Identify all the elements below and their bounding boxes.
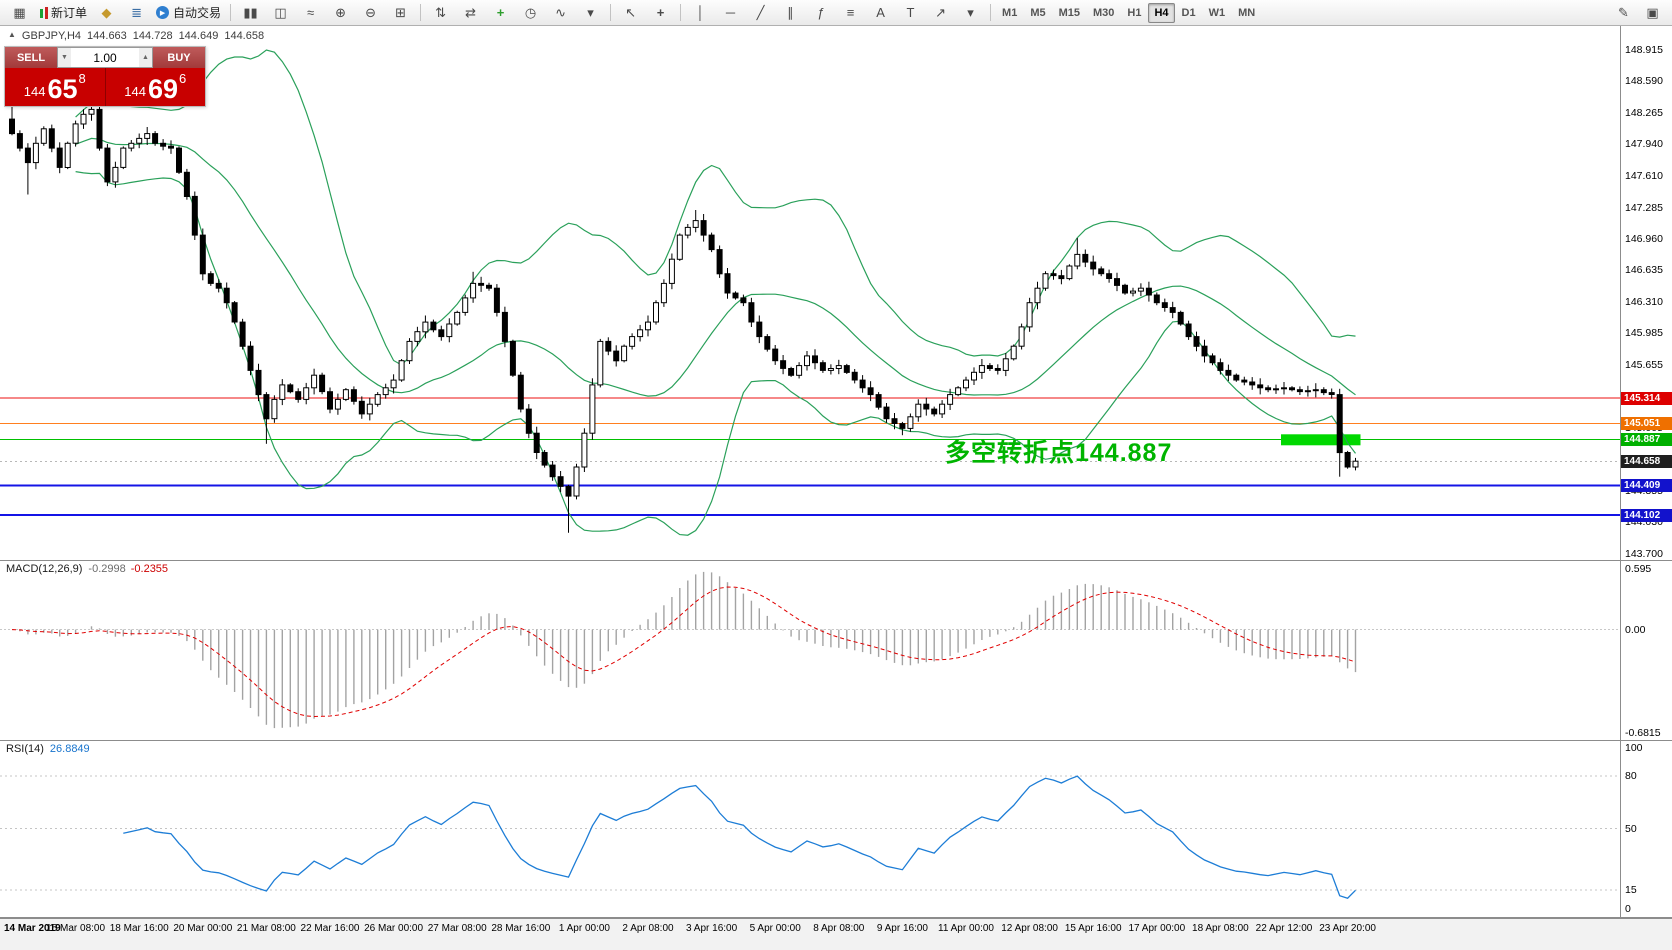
pencil-icon[interactable]: ✎ (1618, 4, 1629, 20)
rsi-label: RSI(14) 26.8849 (6, 743, 90, 755)
order-candles-icon (39, 6, 49, 20)
time-axis-label: 27 Mar 08:00 (427, 923, 487, 934)
toolbar-separator (420, 4, 422, 21)
time-axis-label: 21 Mar 08:00 (236, 923, 296, 934)
time-axis-label: 14 Mar 2019 (4, 923, 61, 934)
indicators-list-icon[interactable]: ∿ (555, 4, 566, 20)
tile-windows-icon[interactable]: ⊞ (395, 4, 406, 20)
cursor-icon[interactable]: ↖ (625, 4, 636, 20)
toolbar-separator (680, 4, 682, 21)
time-axis-label: 22 Mar 16:00 (300, 923, 360, 934)
time-axis-label: 15 Mar 08:00 (46, 923, 106, 934)
chart-annotation: 多空转折点144.887 (945, 439, 1173, 467)
chart-shift-icon[interactable]: ⇄ (465, 4, 476, 20)
period-clock-icon[interactable]: ◷ (524, 4, 537, 20)
timeframe-button-m1[interactable]: M1 (1002, 6, 1018, 19)
time-axis-label: 23 Apr 20:00 (1319, 923, 1376, 934)
time-axis-label: 22 Apr 12:00 (1255, 923, 1313, 934)
volume-increase-button[interactable]: ▲ (139, 48, 152, 67)
zoom-in-icon[interactable]: ⊕ (335, 4, 346, 20)
ohlc-low: 144.649 (178, 30, 219, 42)
autotrading-label: 自动交易 (173, 6, 222, 20)
time-axis-label: 9 Apr 16:00 (876, 923, 928, 934)
fibonacci-tool-icon[interactable]: ƒ (816, 5, 825, 20)
time-axis[interactable]: 14 Mar 2019 15 Mar 08:00 18 Mar 16:00 20 Ma… (0, 918, 1672, 950)
channel-tool-icon[interactable]: ∥ (787, 4, 794, 20)
line-styles-icon[interactable]: ≡ (846, 5, 855, 20)
ohlc-close: 144.658 (224, 30, 265, 42)
window-layout-icon[interactable]: ▣ (1646, 4, 1659, 20)
bar-chart-icon[interactable]: ▮▮ (243, 4, 258, 20)
sell-button[interactable]: SELL (5, 47, 57, 68)
autotrading-button[interactable]: ▶ 自动交易 (152, 2, 225, 24)
new-chart-icon[interactable]: ▦ (13, 4, 26, 20)
add-indicator-icon[interactable]: + (496, 5, 505, 20)
time-axis-label: 17 Apr 00:00 (1128, 923, 1186, 934)
zoom-out-icon[interactable]: ⊖ (365, 4, 376, 20)
timeframe-button-m5[interactable]: M5 (1030, 6, 1046, 19)
trendline-tool-icon[interactable]: ╱ (756, 4, 765, 20)
time-axis-label: 26 Mar 00:00 (364, 923, 424, 934)
candlestick-chart-icon[interactable]: ◫ (274, 4, 287, 20)
new-order-button[interactable]: 新订单 (35, 2, 91, 24)
volume-control: ▼ 1.00 ▲ (57, 47, 153, 68)
toolbar-separator (230, 4, 232, 21)
timeframe-button-d1[interactable]: D1 (1181, 6, 1196, 19)
sell-price-display[interactable]: 144 65 8 (23, 71, 86, 104)
volume-input[interactable]: 1.00 (93, 50, 117, 65)
templates-dropdown-icon[interactable]: ▾ (587, 4, 594, 20)
text-tool-icon[interactable]: A (876, 5, 885, 20)
time-axis-label: 2 Apr 08:00 (622, 923, 674, 934)
arrow-tool-icon[interactable]: ↗ (935, 4, 946, 20)
buy-price-display[interactable]: 144 69 6 (124, 71, 187, 104)
time-axis-label: 18 Mar 16:00 (109, 923, 169, 934)
symbol-ohlc-line: ▲ GBPJPY,H4 144.663 144.728 144.649 144.… (8, 30, 264, 42)
macd-label: MACD(12,26,9) -0.2998 -0.2355 (6, 563, 169, 575)
one-click-trading-panel: SELL ▼ 1.00 ▲ BUY 144 65 8 144 69 6 (4, 46, 206, 107)
market-watch-icon[interactable]: ≣ (131, 4, 142, 20)
price-divider (104, 68, 106, 106)
autotrading-play-icon: ▶ (156, 6, 170, 19)
time-axis-label: 8 Apr 08:00 (813, 923, 865, 934)
ohlc-high: 144.728 (132, 30, 173, 42)
timeframe-button-h4[interactable]: H4 (1148, 2, 1175, 23)
time-axis-label: 11 Apr 00:00 (938, 923, 994, 934)
ohlc-open: 144.663 (87, 30, 127, 42)
buy-button[interactable]: BUY (153, 47, 205, 68)
vertical-line-tool-icon[interactable]: │ (696, 5, 705, 20)
line-chart-icon[interactable]: ≈ (306, 5, 315, 20)
symbol-label: GBPJPY,H4 (21, 30, 82, 42)
timeframe-group: M1 M5 M15 M30 H1 H4 D1 W1 MN (996, 2, 1261, 23)
timeframe-button-m15[interactable]: M15 (1058, 6, 1080, 19)
time-axis-label: 12 Apr 08:00 (1001, 923, 1058, 934)
one-click-collapse-arrow[interactable]: ▲ (8, 30, 16, 39)
timeframe-button-mn[interactable]: MN (1238, 6, 1256, 19)
time-axis-label: 15 Apr 16:00 (1064, 923, 1122, 934)
timeframe-button-m30[interactable]: M30 (1093, 6, 1115, 19)
shapes-dropdown-icon[interactable]: ▾ (967, 4, 974, 20)
new-order-label: 新订单 (51, 6, 88, 20)
text-label-tool-icon[interactable]: T (906, 5, 915, 20)
time-axis-label: 18 Apr 08:00 (1192, 923, 1249, 934)
volume-decrease-button[interactable]: ▼ (58, 48, 71, 67)
toolbar-separator (990, 4, 992, 21)
timeframe-button-h1[interactable]: H1 (1127, 6, 1142, 19)
time-axis-label: 28 Mar 16:00 (491, 923, 551, 934)
time-axis-label: 5 Apr 00:00 (749, 923, 801, 934)
toolbar-separator (610, 4, 612, 21)
timeframe-button-w1[interactable]: W1 (1208, 6, 1226, 19)
profiles-icon[interactable]: ◆ (101, 4, 112, 20)
time-axis-label: 20 Mar 00:00 (173, 923, 233, 934)
time-axis-label: 1 Apr 00:00 (558, 923, 610, 934)
crosshair-icon[interactable]: + (656, 5, 665, 20)
time-axis-label: 3 Apr 16:00 (686, 923, 738, 934)
auto-scroll-icon[interactable]: ⇅ (435, 4, 446, 20)
horizontal-line-tool-icon[interactable]: ─ (725, 5, 736, 20)
toolbar: ▦ 新订单 ◆ ≣ ▶ 自动交易 ▮▮ ◫ ≈ ⊕ ⊖ ⊞ ⇅ ⇄ + ◷ ∿ … (0, 0, 1672, 26)
